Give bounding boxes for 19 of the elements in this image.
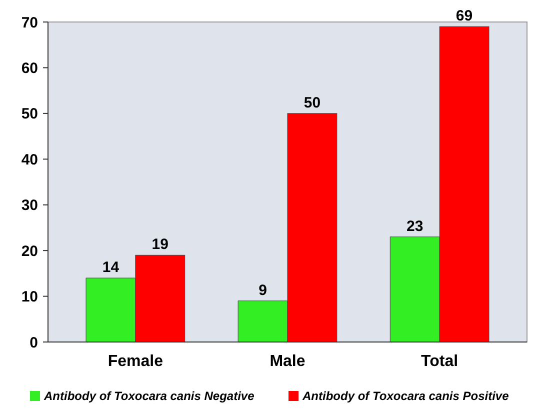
data-label: 23 bbox=[406, 218, 424, 235]
y-tick-label: 60 bbox=[21, 60, 38, 77]
data-label: 19 bbox=[152, 236, 168, 254]
x-tick-label: Female bbox=[108, 353, 164, 370]
data-label: 50 bbox=[304, 94, 321, 112]
data-label: 69 bbox=[456, 8, 473, 25]
y-tick-label: 50 bbox=[21, 106, 38, 123]
y-tick-label: 0 bbox=[30, 334, 38, 352]
data-label: 14 bbox=[102, 259, 120, 276]
x-tick-label: Male bbox=[270, 353, 306, 370]
legend-label: Antibody of Toxocara canis Positive bbox=[302, 389, 510, 403]
legend-label: Antibody of Toxocara canis Negative bbox=[43, 389, 255, 403]
y-tick-label: 70 bbox=[21, 14, 38, 32]
y-tick-label: 10 bbox=[21, 288, 38, 306]
y-tick-label: 30 bbox=[21, 197, 38, 214]
data-label: 9 bbox=[258, 282, 267, 299]
x-tick-label: Total bbox=[421, 353, 458, 370]
y-tick-label: 40 bbox=[21, 151, 38, 168]
y-tick-label: 20 bbox=[21, 242, 38, 260]
